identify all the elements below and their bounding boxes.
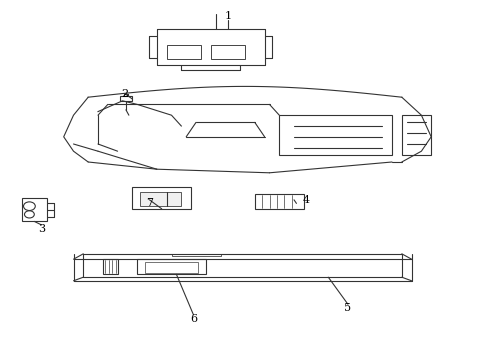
Bar xyxy=(172,254,220,256)
Text: 3: 3 xyxy=(38,224,45,234)
Bar xyxy=(132,187,191,209)
Text: 4: 4 xyxy=(303,195,310,205)
Bar xyxy=(255,194,304,209)
Bar xyxy=(211,45,245,59)
Bar xyxy=(279,115,392,155)
Text: 1: 1 xyxy=(224,11,231,21)
Bar xyxy=(167,45,201,59)
Bar xyxy=(120,96,132,101)
Text: 7: 7 xyxy=(146,198,153,208)
Bar xyxy=(22,198,47,221)
Text: 5: 5 xyxy=(344,303,351,313)
Bar xyxy=(137,259,206,274)
Bar xyxy=(145,262,198,273)
Bar xyxy=(103,259,118,274)
Text: 2: 2 xyxy=(122,89,128,99)
Bar xyxy=(402,115,431,155)
Text: 6: 6 xyxy=(190,314,197,324)
Bar xyxy=(140,192,181,206)
